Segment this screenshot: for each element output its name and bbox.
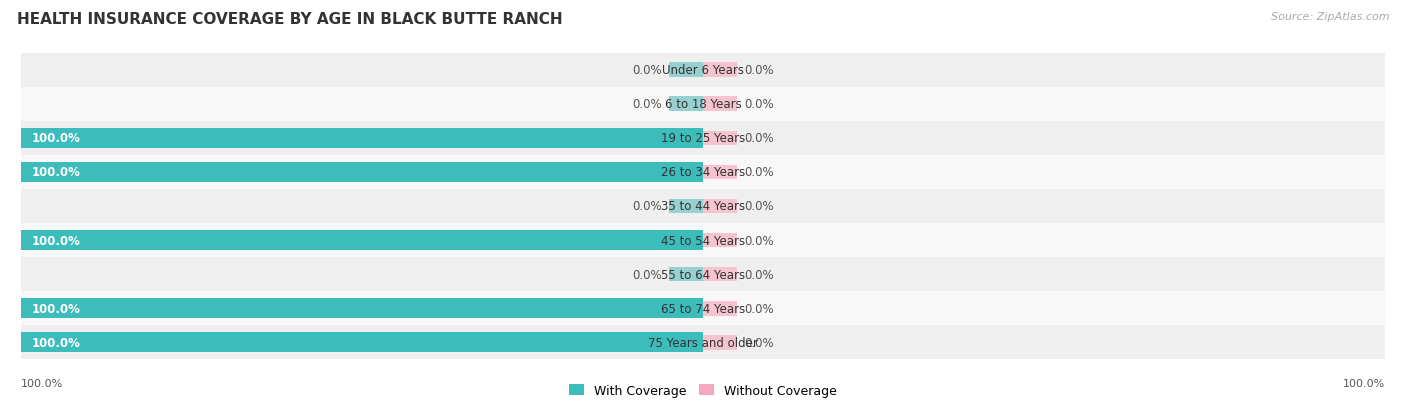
Bar — [703, 131, 737, 146]
Bar — [703, 165, 737, 180]
Bar — [21, 299, 703, 318]
Text: 0.0%: 0.0% — [633, 200, 662, 213]
Text: 100.0%: 100.0% — [21, 378, 63, 388]
Text: Source: ZipAtlas.com: Source: ZipAtlas.com — [1271, 12, 1389, 22]
Text: 35 to 44 Years: 35 to 44 Years — [661, 200, 745, 213]
Text: 6 to 18 Years: 6 to 18 Years — [665, 98, 741, 111]
Bar — [669, 267, 703, 282]
Legend: With Coverage, Without Coverage: With Coverage, Without Coverage — [564, 379, 842, 402]
Text: 0.0%: 0.0% — [633, 268, 662, 281]
Bar — [21, 292, 1385, 325]
Bar — [21, 190, 1385, 223]
Text: 100.0%: 100.0% — [31, 302, 80, 315]
Bar — [21, 332, 703, 352]
Bar — [21, 54, 1385, 88]
Bar — [21, 163, 703, 183]
Text: 0.0%: 0.0% — [744, 98, 773, 111]
Text: 0.0%: 0.0% — [744, 200, 773, 213]
Text: 26 to 34 Years: 26 to 34 Years — [661, 166, 745, 179]
Bar — [21, 88, 1385, 121]
Bar — [669, 63, 703, 78]
Bar — [21, 257, 1385, 292]
Text: 0.0%: 0.0% — [744, 302, 773, 315]
Bar — [703, 301, 737, 316]
Bar — [21, 156, 1385, 190]
Text: 65 to 74 Years: 65 to 74 Years — [661, 302, 745, 315]
Bar — [669, 97, 703, 112]
Bar — [21, 230, 703, 250]
Text: 100.0%: 100.0% — [31, 166, 80, 179]
Text: 45 to 54 Years: 45 to 54 Years — [661, 234, 745, 247]
Bar — [703, 335, 737, 350]
Text: HEALTH INSURANCE COVERAGE BY AGE IN BLACK BUTTE RANCH: HEALTH INSURANCE COVERAGE BY AGE IN BLAC… — [17, 12, 562, 27]
Text: 0.0%: 0.0% — [744, 166, 773, 179]
Text: 100.0%: 100.0% — [31, 132, 80, 145]
Text: 100.0%: 100.0% — [31, 234, 80, 247]
Bar — [21, 121, 1385, 156]
Bar — [21, 223, 1385, 257]
Text: 100.0%: 100.0% — [1343, 378, 1385, 388]
Text: 0.0%: 0.0% — [744, 132, 773, 145]
Text: 19 to 25 Years: 19 to 25 Years — [661, 132, 745, 145]
Text: 0.0%: 0.0% — [744, 336, 773, 349]
Text: 100.0%: 100.0% — [31, 336, 80, 349]
Text: 0.0%: 0.0% — [744, 64, 773, 77]
Bar — [703, 267, 737, 282]
Text: 0.0%: 0.0% — [633, 98, 662, 111]
Text: 0.0%: 0.0% — [744, 234, 773, 247]
Text: Under 6 Years: Under 6 Years — [662, 64, 744, 77]
Text: 0.0%: 0.0% — [744, 268, 773, 281]
Text: 75 Years and older: 75 Years and older — [648, 336, 758, 349]
Text: 55 to 64 Years: 55 to 64 Years — [661, 268, 745, 281]
Bar — [703, 233, 737, 248]
Bar — [703, 97, 737, 112]
Bar — [669, 199, 703, 214]
Bar — [21, 129, 703, 148]
Bar — [21, 325, 1385, 359]
Bar — [703, 199, 737, 214]
Bar — [703, 63, 737, 78]
Text: 0.0%: 0.0% — [633, 64, 662, 77]
